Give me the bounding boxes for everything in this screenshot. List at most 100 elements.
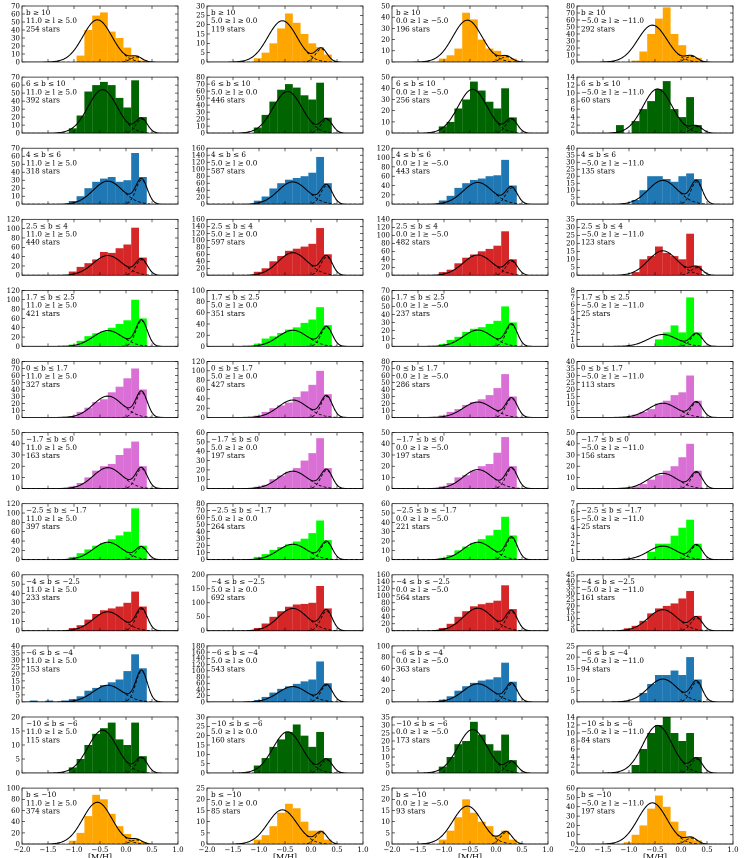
- histogram-bar: [655, 675, 663, 702]
- y-tick-label: 0: [201, 130, 205, 138]
- y-tick-label: 50: [196, 521, 205, 529]
- histogram-bar: [253, 765, 262, 773]
- histogram-bar: [324, 325, 332, 347]
- histogram-bar: [324, 183, 332, 205]
- star-count-label: 392 stars: [26, 96, 60, 105]
- y-tick-label: 10: [381, 818, 390, 826]
- y-tick-label: 40: [381, 676, 390, 684]
- histogram-bar: [694, 840, 702, 845]
- y-tick-label: 100: [192, 599, 205, 607]
- y-tick-label: 1: [571, 548, 575, 556]
- y-tick-label: 60: [566, 785, 575, 793]
- y-tick-label: 50: [566, 794, 575, 802]
- y-tick-label: 4: [571, 315, 576, 323]
- l-range-label: 11.0 ≥ l ≥ 5.0: [26, 727, 77, 736]
- y-tick-label: 10: [381, 753, 390, 761]
- y-tick-label: 40: [11, 324, 20, 332]
- histogram-bar: [470, 81, 478, 134]
- histogram-bar: [277, 256, 285, 276]
- histogram-bar: [76, 411, 85, 418]
- b-range-label: b ≤ −10: [26, 790, 57, 799]
- histogram-bar: [308, 602, 317, 631]
- y-tick-label: 120: [377, 145, 390, 153]
- star-count-label: 115 stars: [26, 735, 60, 744]
- histogram-bar: [670, 821, 679, 845]
- histogram-bar: [501, 306, 509, 347]
- histogram-bar: [662, 400, 671, 418]
- l-range-label: 11.0 ≥ l ≥ 5.0: [26, 230, 77, 239]
- b-range-label: −4 ≤ b ≤ −2.5: [26, 577, 80, 586]
- histogram-bar: [92, 259, 100, 276]
- histogram-bar: [131, 722, 139, 773]
- histogram-bar: [131, 80, 139, 134]
- histogram-bar: [269, 692, 278, 702]
- y-tick-label: 0: [571, 130, 575, 138]
- y-tick-label: 20: [381, 191, 390, 199]
- y-tick-label: 40: [381, 85, 390, 93]
- y-tick-label: 25: [566, 232, 575, 240]
- y-tick-label: 0: [571, 627, 575, 635]
- y-tick-label: 0: [386, 201, 390, 209]
- y-tick-label: 50: [196, 613, 205, 621]
- y-tick-label: 20: [381, 36, 390, 44]
- histogram-bar: [300, 603, 309, 631]
- y-tick-label: 50: [11, 581, 20, 589]
- y-tick-label: 80: [381, 240, 390, 248]
- l-range-label: 0.0 ≥ l ≥ −5.0: [396, 230, 449, 239]
- y-tick-label: 20: [566, 654, 575, 662]
- y-tick-label: 25: [11, 663, 20, 671]
- histogram-bar: [107, 608, 116, 631]
- histogram-bar: [639, 620, 648, 631]
- histogram-bar: [631, 200, 640, 205]
- histogram-bar: [662, 717, 671, 773]
- y-tick-label: 0: [201, 841, 205, 849]
- y-tick-label: 40: [381, 311, 390, 319]
- histogram-bar: [655, 795, 663, 845]
- y-tick-label: 0: [386, 58, 390, 66]
- star-count-label: 374 stars: [26, 807, 60, 816]
- histogram-bar: [446, 55, 455, 62]
- histogram-bar: [686, 375, 694, 418]
- y-tick-label: 40: [381, 256, 390, 264]
- b-range-label: −6 ≤ b ≤ −4: [211, 648, 258, 657]
- histogram-panel: 0 10 20 30 40 50 −1.7 ≤ b ≤ 011.0 ≥ l ≥ 5.0163…: [11, 429, 179, 493]
- y-tick-label: 0: [16, 414, 20, 422]
- histogram-bar: [316, 228, 324, 276]
- y-tick-label: 100: [377, 642, 390, 650]
- star-count-label: 93 stars: [396, 807, 426, 816]
- histogram-bar: [477, 399, 486, 418]
- histogram-bar: [100, 331, 108, 347]
- star-count-label: 446 stars: [211, 96, 245, 105]
- y-tick-label: 10: [196, 123, 205, 131]
- histogram-bar: [647, 409, 655, 418]
- y-tick-label: 10: [381, 407, 390, 415]
- histogram-bar: [324, 540, 332, 560]
- y-tick-label: 40: [196, 320, 205, 328]
- y-tick-label: 20: [11, 609, 20, 617]
- gaussian-total-fit: [22, 607, 178, 631]
- l-range-label: 11.0 ≥ l ≥ 5.0: [26, 443, 77, 452]
- y-tick-label: 20: [196, 21, 205, 29]
- histogram-bar: [631, 765, 640, 773]
- histogram-bar: [686, 55, 694, 62]
- y-tick-label: 20: [381, 463, 390, 471]
- histogram-bar: [462, 183, 470, 205]
- l-range-label: 5.0 ≥ l ≥ 0.0: [211, 656, 258, 665]
- histogram-bar: [76, 266, 85, 276]
- histogram-bar: [454, 817, 463, 845]
- y-tick-label: 80: [196, 500, 205, 508]
- y-tick-label: 40: [196, 686, 205, 694]
- y-tick-label: 60: [11, 153, 20, 161]
- histogram-bar: [115, 248, 124, 276]
- y-tick-label: 40: [381, 386, 390, 394]
- y-tick-label: 0: [201, 343, 205, 351]
- histogram-bar: [300, 538, 309, 560]
- l-range-label: 11.0 ≥ l ≥ 5.0: [26, 16, 77, 25]
- histogram-bar: [277, 28, 285, 62]
- l-range-label: 5.0 ≥ l ≥ 0.0: [211, 443, 258, 452]
